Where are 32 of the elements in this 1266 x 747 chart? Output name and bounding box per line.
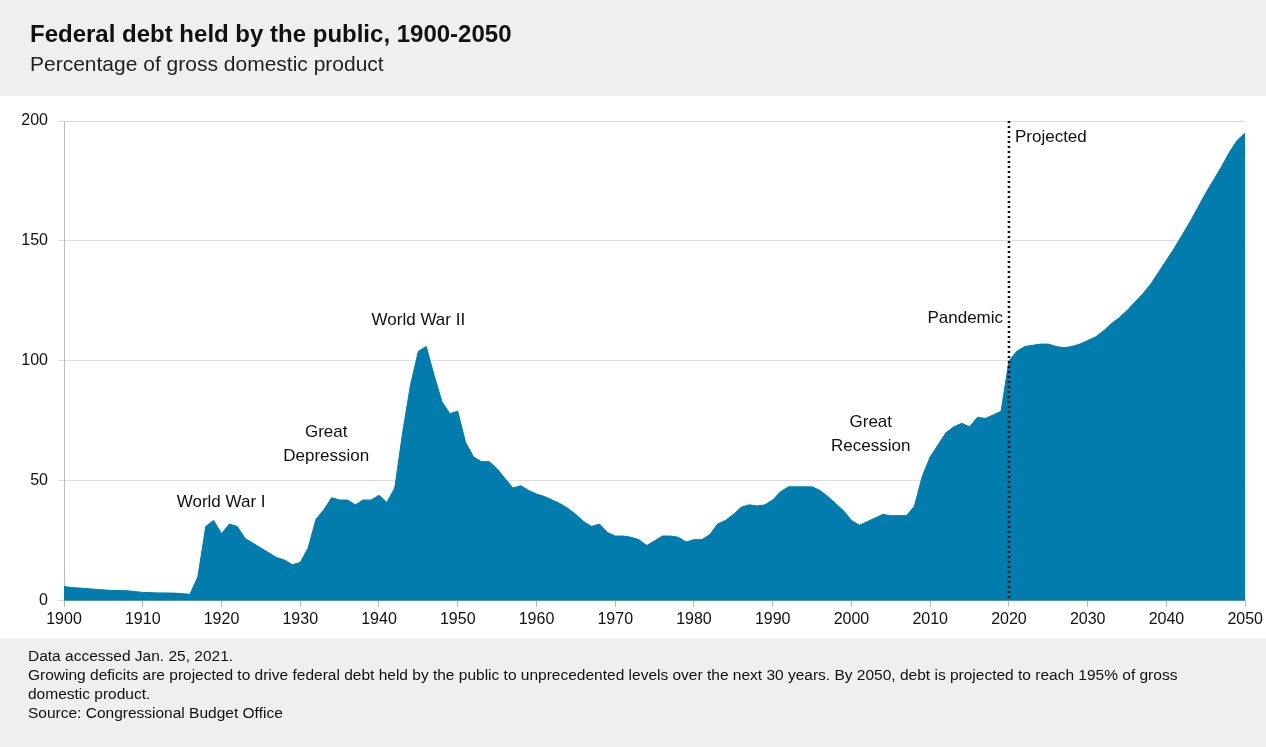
x-tick-label: 2030 — [1069, 609, 1106, 627]
ref-line-label: Projected — [1014, 126, 1087, 146]
x-tick-label: 2010 — [912, 609, 949, 627]
text: Growing deficits are projected to drive federal debt held by the public to unprecedented levels over the next 30 years. By 2050, debt is projected to reach 195% of gross domestic product. — [28, 665, 1179, 703]
x-tick-label: 1930 — [282, 609, 319, 627]
x-tick-label: 1960 — [518, 609, 555, 627]
x-tick-label: 2040 — [1148, 609, 1185, 627]
chart-title: Federal debt held by the public, 1900-2050 — [30, 19, 513, 48]
y-tick-label: 100 — [21, 351, 49, 369]
annotation: World War II — [371, 309, 466, 329]
x-tick-label: 1990 — [754, 609, 791, 627]
y-tick-label: 150 — [21, 231, 49, 249]
x-tick-label: 1910 — [124, 609, 161, 627]
text: Data accessed Jan. 25, 2021. — [28, 646, 235, 665]
x-tick-label: 2050 — [1227, 609, 1264, 627]
x-tick-label: 2000 — [833, 609, 870, 627]
annotation: Pandemic — [927, 307, 1004, 327]
chart-subtitle: Percentage of gross domestic product — [30, 52, 385, 76]
x-tick-label: 1980 — [676, 609, 712, 627]
annotation: World War I — [176, 491, 266, 511]
x-tick-label: 1970 — [597, 609, 634, 627]
source-note: Source: Congressional Budget Office — [28, 703, 284, 722]
x-tick-label: 1920 — [203, 609, 240, 627]
y-tick-label: 200 — [21, 111, 49, 129]
x-tick-label: 1900 — [46, 609, 82, 627]
y-tick-label: 50 — [30, 471, 49, 489]
x-tick-label: 2020 — [991, 609, 1027, 627]
y-tick-label: 0 — [39, 591, 49, 609]
annotation: Great Recession — [831, 412, 911, 455]
annotation: Great Depression — [283, 422, 370, 466]
x-tick-label: 1950 — [439, 609, 476, 627]
x-tick-label: 1940 — [361, 609, 397, 627]
